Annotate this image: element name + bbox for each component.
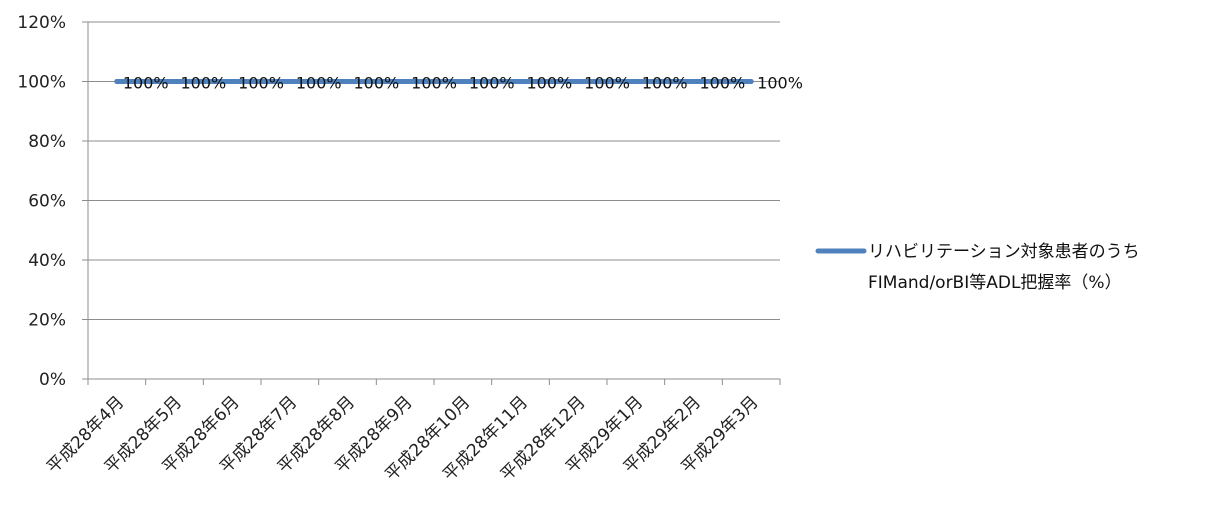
data-point	[172, 79, 177, 84]
data-label: 100%	[411, 74, 457, 93]
data-label: 100%	[757, 74, 803, 93]
y-tick-label: 40%	[28, 251, 66, 271]
data-label: 100%	[642, 74, 688, 93]
y-tick-label: 60%	[28, 192, 66, 212]
y-tick-label: 120%	[17, 13, 66, 33]
data-point	[287, 79, 293, 84]
data-point	[575, 79, 581, 84]
y-axis-ticks: 0% 20% 40% 60% 80% 100% 120%	[17, 13, 88, 390]
y-tick-label: 100%	[17, 73, 66, 93]
legend: リハビリテーション対象患者のうち FIMand/orBI等ADL把握率（%）	[815, 242, 1140, 293]
data-label: 100%	[296, 74, 342, 93]
data-point	[402, 79, 408, 84]
data-label: 100%	[584, 74, 630, 93]
data-point	[633, 79, 639, 84]
data-point	[691, 79, 696, 84]
data-point	[518, 79, 523, 84]
data-point	[229, 79, 235, 84]
data-label: 100%	[700, 74, 746, 93]
series-group	[114, 79, 754, 84]
data-point	[748, 79, 754, 84]
data-label: 100%	[181, 74, 227, 93]
data-label: 100%	[354, 74, 400, 93]
data-label: 100%	[238, 74, 284, 93]
y-tick-label: 80%	[28, 132, 66, 152]
data-point	[345, 79, 350, 84]
legend-label-line-1: リハビリテーション対象患者のうち	[868, 242, 1140, 262]
y-tick-label: 0%	[39, 370, 66, 390]
legend-label-line-2: FIMand/orBI等ADL把握率（%）	[868, 273, 1122, 293]
data-labels: 100% 100% 100% 100% 100% 100% 100% 100% 100% 100%…	[123, 74, 803, 93]
data-label: 100%	[469, 74, 515, 93]
data-label: 100%	[527, 74, 573, 93]
x-axis-ticks: 平成28年4月平成28年5月平成28年6月平成28年7月平成28年8月平成28年…	[43, 379, 781, 485]
gridlines	[88, 21, 780, 320]
data-point	[460, 79, 466, 84]
data-label: 100%	[123, 74, 169, 93]
data-point	[114, 79, 120, 84]
y-tick-label: 20%	[28, 311, 66, 331]
